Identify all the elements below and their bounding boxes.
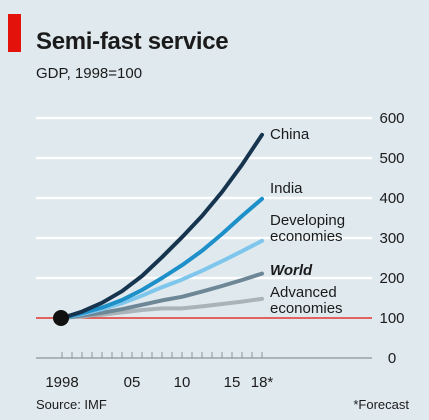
series-label: World [270, 262, 313, 279]
brand-flag [8, 14, 21, 52]
series-label: economies [270, 300, 343, 317]
y-tick-label: 500 [379, 150, 404, 167]
x-tick-label: 05 [124, 374, 141, 391]
forecast-note: *Forecast [353, 397, 409, 412]
y-tick-label: 100 [379, 310, 404, 327]
series-label: economies [270, 228, 343, 245]
series-line-world [60, 271, 264, 320]
y-tick-label: 300 [379, 230, 404, 247]
series-line-india [60, 196, 264, 320]
series-line-china [60, 132, 264, 320]
y-tick-label: 200 [379, 270, 404, 287]
y-tick-label: 600 [379, 110, 404, 127]
x-tick-label: 18* [251, 374, 274, 391]
y-tick-label: 0 [388, 350, 396, 367]
start-point-marker [53, 310, 69, 326]
x-tick-label: 1998 [45, 374, 78, 391]
y-tick-label: 400 [379, 190, 404, 207]
chart-subtitle: GDP, 1998=100 [36, 65, 143, 82]
x-tick-label: 15 [224, 374, 241, 391]
x-tick-label: 10 [174, 374, 191, 391]
source-note: Source: IMF [36, 397, 107, 412]
series-label: Developing [270, 212, 345, 229]
series-label: Advanced [270, 284, 337, 301]
series-label: India [270, 180, 303, 197]
series-label: China [270, 126, 310, 143]
chart-title: Semi-fast service [36, 28, 229, 55]
